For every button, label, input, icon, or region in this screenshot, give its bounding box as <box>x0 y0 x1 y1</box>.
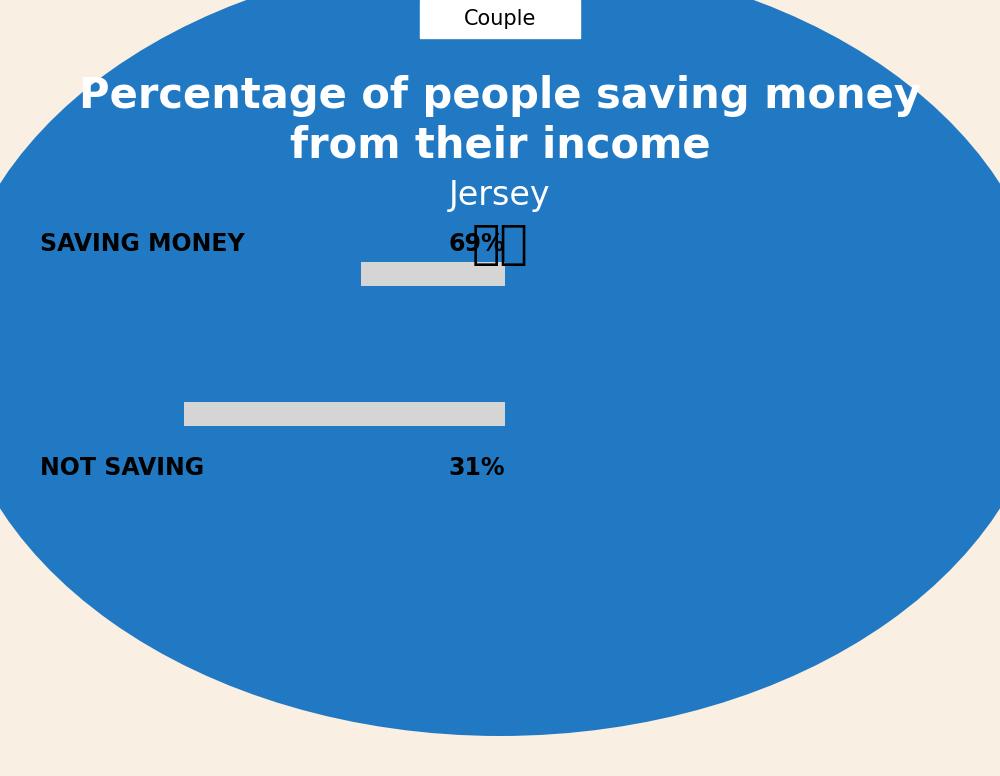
Text: Jersey: Jersey <box>449 179 551 213</box>
Text: 69%: 69% <box>448 232 505 256</box>
Text: NOT SAVING: NOT SAVING <box>40 456 204 480</box>
FancyBboxPatch shape <box>40 402 505 426</box>
Text: SAVING MONEY: SAVING MONEY <box>40 232 245 256</box>
Text: 31%: 31% <box>448 456 505 480</box>
FancyBboxPatch shape <box>420 0 580 38</box>
Text: Percentage of people saving money: Percentage of people saving money <box>79 75 921 117</box>
Text: Couple: Couple <box>464 9 536 29</box>
FancyBboxPatch shape <box>40 262 361 286</box>
FancyBboxPatch shape <box>40 262 505 286</box>
Text: 🇯🇪: 🇯🇪 <box>472 223 528 268</box>
Ellipse shape <box>0 0 1000 736</box>
FancyBboxPatch shape <box>40 402 184 426</box>
Text: from their income: from their income <box>290 125 710 167</box>
